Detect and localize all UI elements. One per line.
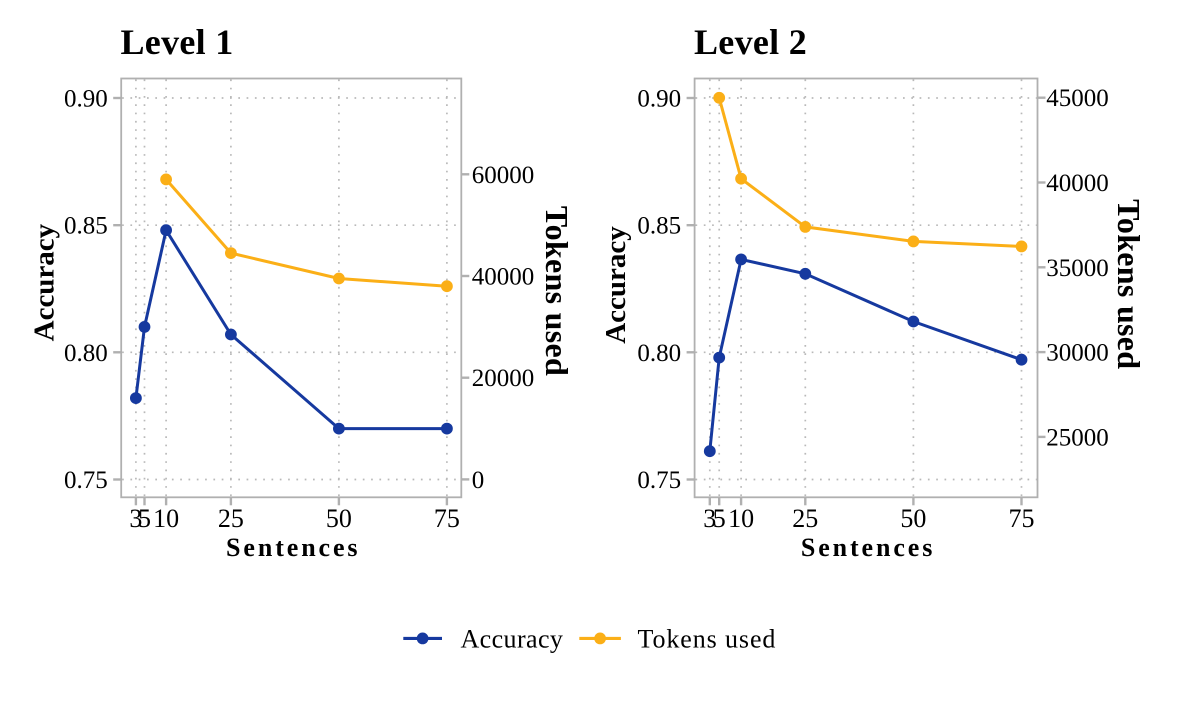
svg-text:0.80: 0.80 bbox=[64, 340, 108, 367]
svg-text:10: 10 bbox=[153, 504, 179, 533]
svg-text:0.90: 0.90 bbox=[64, 86, 108, 113]
svg-text:5: 5 bbox=[138, 504, 151, 533]
svg-text:Sentences: Sentences bbox=[226, 533, 360, 562]
svg-text:0.85: 0.85 bbox=[637, 213, 681, 240]
svg-text:Accuracy: Accuracy bbox=[461, 625, 564, 654]
svg-text:Accuracy: Accuracy bbox=[600, 226, 632, 344]
svg-text:Level 1: Level 1 bbox=[121, 22, 234, 62]
svg-text:50: 50 bbox=[900, 504, 926, 533]
svg-text:3: 3 bbox=[703, 504, 716, 533]
svg-text:0.75: 0.75 bbox=[637, 467, 681, 494]
svg-text:25000: 25000 bbox=[1046, 424, 1109, 451]
svg-text:40000: 40000 bbox=[472, 264, 535, 291]
svg-text:0.80: 0.80 bbox=[637, 340, 681, 367]
svg-text:Level 2: Level 2 bbox=[694, 22, 807, 62]
svg-text:Sentences: Sentences bbox=[801, 533, 935, 562]
svg-text:5: 5 bbox=[713, 504, 726, 533]
svg-text:35000: 35000 bbox=[1046, 255, 1109, 282]
svg-text:3: 3 bbox=[129, 504, 142, 533]
svg-text:Tokens used: Tokens used bbox=[539, 206, 575, 376]
svg-text:Tokens used: Tokens used bbox=[1111, 199, 1147, 369]
svg-text:60000: 60000 bbox=[472, 162, 535, 189]
svg-text:0.75: 0.75 bbox=[64, 467, 108, 494]
svg-text:75: 75 bbox=[434, 504, 460, 533]
svg-text:45000: 45000 bbox=[1046, 85, 1109, 112]
svg-text:40000: 40000 bbox=[1046, 170, 1109, 197]
svg-text:10: 10 bbox=[728, 504, 754, 533]
svg-text:25: 25 bbox=[218, 504, 244, 533]
svg-text:50: 50 bbox=[326, 504, 352, 533]
svg-text:Accuracy: Accuracy bbox=[28, 223, 60, 341]
svg-text:0.85: 0.85 bbox=[64, 213, 108, 240]
svg-text:20000: 20000 bbox=[472, 365, 535, 392]
svg-text:Tokens used: Tokens used bbox=[638, 625, 777, 654]
svg-text:0.90: 0.90 bbox=[637, 86, 681, 113]
svg-text:30000: 30000 bbox=[1046, 340, 1109, 367]
svg-text:75: 75 bbox=[1009, 504, 1035, 533]
svg-text:25: 25 bbox=[792, 504, 818, 533]
svg-text:0: 0 bbox=[472, 467, 485, 494]
